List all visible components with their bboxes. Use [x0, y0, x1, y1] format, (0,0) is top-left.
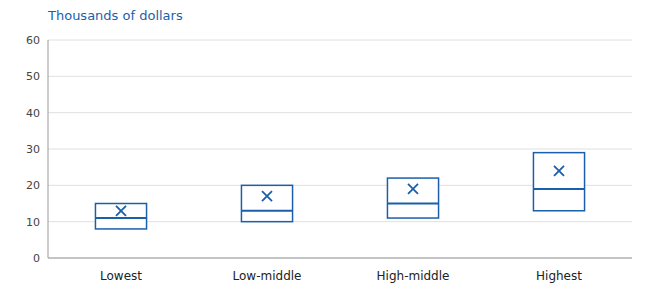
median-line: [95, 217, 146, 219]
mean-marker: [116, 206, 126, 216]
box: [95, 204, 146, 229]
grid-line: [48, 40, 632, 41]
grid-line: [48, 76, 632, 77]
mean-marker: [554, 166, 564, 176]
y-axis-label: Thousands of dollars: [47, 8, 183, 23]
median-line: [533, 188, 584, 190]
x-axis-line: [48, 258, 632, 259]
y-tick-label: 40: [26, 107, 40, 120]
y-tick-label: 30: [26, 143, 40, 156]
x-tick-label: High-middle: [377, 269, 450, 283]
y-axis-line: [48, 40, 49, 258]
mean-marker: [262, 191, 272, 201]
grid-line: [48, 149, 632, 150]
x-tick-label: Highest: [536, 269, 582, 283]
y-tick-label: 60: [26, 34, 40, 47]
x-tick-label: Lowest: [100, 269, 142, 283]
mean-marker: [408, 184, 418, 194]
chart-container: Thousands of dollars 0 10 20 30 40 50 60 Lowest L…: [0, 0, 650, 300]
grid: [48, 40, 632, 258]
y-tick-label: 0: [33, 252, 40, 265]
box: [533, 153, 584, 211]
x-tick-label: Low-middle: [233, 269, 302, 283]
y-tick-label: 20: [26, 179, 40, 192]
y-tick-label: 10: [26, 216, 40, 229]
grid-line: [48, 258, 632, 259]
box: [241, 185, 292, 221]
boxes: [95, 153, 584, 229]
median-line: [241, 210, 292, 212]
box: [387, 178, 438, 218]
y-tick-label: 50: [26, 70, 40, 83]
chart-svg: Thousands of dollars 0 10 20 30 40 50 60 Lowest L…: [0, 0, 650, 300]
median-line: [387, 203, 438, 205]
grid-line: [48, 112, 632, 113]
